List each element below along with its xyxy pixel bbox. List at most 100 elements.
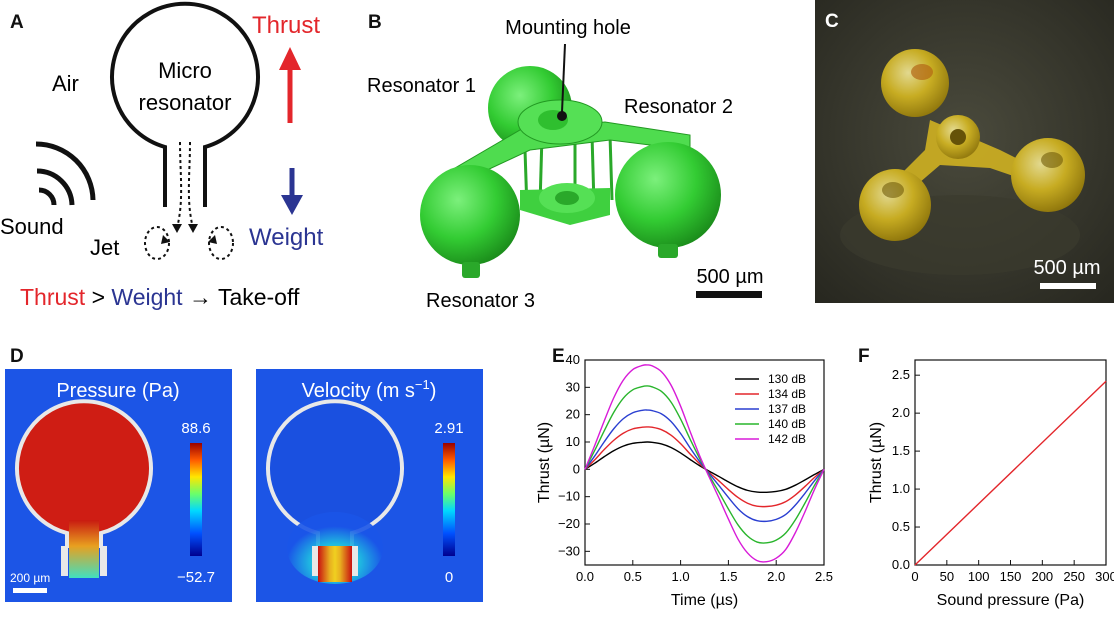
chart-e-x-tick-label: 1.5 [719, 569, 737, 584]
chart-e-x-tick-label: 2.0 [767, 569, 785, 584]
chart-f-x-axis-label: Sound pressure (Pa) [937, 592, 1085, 609]
vortex-arrow-right [208, 235, 217, 244]
velocity-colorbar [443, 443, 455, 556]
chart-e-y-tick-label: −20 [558, 516, 580, 531]
chart-f-x-tick-label: 200 [1031, 569, 1053, 584]
printed-device [859, 49, 1085, 241]
chart-e-legend-label-4: 142 dB [768, 432, 806, 446]
chart-f-y-tick-label: 2.0 [892, 405, 910, 420]
chart-e-legend-label-2: 137 dB [768, 402, 806, 416]
chart-e-series-line-1 [584, 426, 825, 508]
pressure-colorbar [190, 443, 202, 556]
velocity-title: Velocity (m s−1) [302, 377, 437, 402]
device-sphere-right [1011, 138, 1085, 212]
panel-c-scale-label: 500 µm [1033, 257, 1100, 279]
resonator-outline [110, 1, 260, 172]
device-nozzle-bottom [882, 182, 904, 198]
panel-d-scale-label: 200 µm [10, 571, 50, 585]
chart-f-y-axis-label: Thrust (µN) [868, 422, 885, 503]
device-sphere-top [881, 49, 949, 117]
chart-e-y-tick-label: 40 [566, 352, 580, 367]
micro-label: Micro [158, 58, 212, 83]
device-nozzle-top [911, 64, 933, 80]
velocity-title-sup: −1 [415, 377, 430, 392]
chart-e-plot-frame [584, 359, 825, 566]
resonator-1-label: Resonator 1 [367, 75, 476, 97]
device-nozzle-right [1041, 152, 1063, 168]
thrust-label: Thrust [252, 12, 320, 39]
flow-line-left [176, 141, 183, 229]
pressure-max: 88.6 [181, 420, 210, 437]
chart-e-legend-label-0: 130 dB [768, 372, 806, 386]
panel-label-c: C [825, 11, 839, 32]
velocity-nozzle-wall-left [312, 546, 318, 576]
chart-e-series-line-2 [584, 409, 825, 523]
velocity-min: 0 [445, 569, 453, 586]
panel-label-b: B [368, 12, 382, 33]
chart-f-x-tick-label: 100 [968, 569, 990, 584]
chart-e-series-line-3 [584, 385, 825, 544]
chart-e-series-line-0 [584, 441, 825, 494]
pressure-resonator [15, 399, 153, 548]
chart-e-y-tick-label: 0 [573, 461, 580, 476]
pressure-nozzle-wall-left [61, 546, 68, 576]
device-sphere-bottom [859, 169, 931, 241]
sound-wave-icon [35, 141, 96, 206]
velocity-resonator [266, 399, 404, 548]
chart-f-plot-frame [914, 359, 1107, 566]
chart-e-y-tick-label: 20 [566, 407, 580, 422]
resonator-2-label: Resonator 2 [624, 96, 733, 118]
chart-e-x-tick-label: 2.5 [815, 569, 833, 584]
flow-arrow-right [188, 224, 198, 233]
velocity-title-main: Velocity (m s [302, 380, 415, 402]
mounting-hole-label: Mounting hole [505, 17, 631, 39]
chart-f-series-line-0 [914, 380, 1107, 566]
chart-f-x-tick-label: 0 [911, 569, 918, 584]
panel-b-scale-bar [696, 291, 762, 298]
weight-arrow-icon [281, 195, 303, 215]
chart-f-x-tick-label: 50 [940, 569, 954, 584]
mounting-hole-pointer [561, 43, 566, 113]
thrust-arrow-icon [279, 47, 301, 70]
velocity-nozzle-wall-right [352, 546, 358, 576]
chart-e-x-tick-label: 0.0 [576, 569, 594, 584]
velocity-max: 2.91 [434, 420, 463, 437]
resonator-2-sphere [615, 142, 721, 248]
chart-f-y-tick-label: 2.5 [892, 367, 910, 382]
chart-e-y-tick-label: −30 [558, 543, 580, 558]
panel-b-scale-label: 500 µm [696, 266, 763, 288]
vortex-arrow-left [161, 235, 170, 244]
device-hub-hole [950, 129, 966, 145]
pressure-title: Pressure (Pa) [56, 380, 179, 402]
pressure-nozzle-wall-right [100, 546, 107, 576]
velocity-nozzle [318, 546, 352, 582]
chart-e-legend-label-3: 140 dB [768, 417, 806, 431]
vortex-left [144, 226, 170, 260]
resonator-3-nozzle [462, 262, 480, 278]
resonator-label: resonator [139, 90, 232, 115]
eq-weight: Weight [111, 284, 183, 310]
chart-f-x-tick-label: 250 [1063, 569, 1085, 584]
chart-e-x-tick-label: 0.5 [624, 569, 642, 584]
panel-label-e: E [552, 346, 565, 367]
pressure-min: −52.7 [177, 569, 215, 586]
panel-d-scale-bar [13, 588, 47, 593]
resonator-2-nozzle [658, 244, 678, 258]
flow-arrow-left [172, 224, 182, 233]
eq-thrust: Thrust [20, 284, 86, 310]
pressure-nozzle [69, 520, 99, 578]
chart-e-y-tick-label: 10 [566, 434, 580, 449]
hub-bottom-hole [555, 191, 579, 205]
panel-c-scale-bar [1040, 283, 1096, 289]
panel-label-d: D [10, 346, 24, 367]
chart-e-x-axis-label: Time (µs) [671, 592, 738, 609]
chart-e-y-tick-label: 30 [566, 379, 580, 394]
takeoff-equation: Thrust > Weight → Take-off [20, 284, 300, 310]
chart-e-y-axis-label: Thrust (µN) [536, 422, 553, 503]
chart-e-y-tick-label: −10 [558, 489, 580, 504]
